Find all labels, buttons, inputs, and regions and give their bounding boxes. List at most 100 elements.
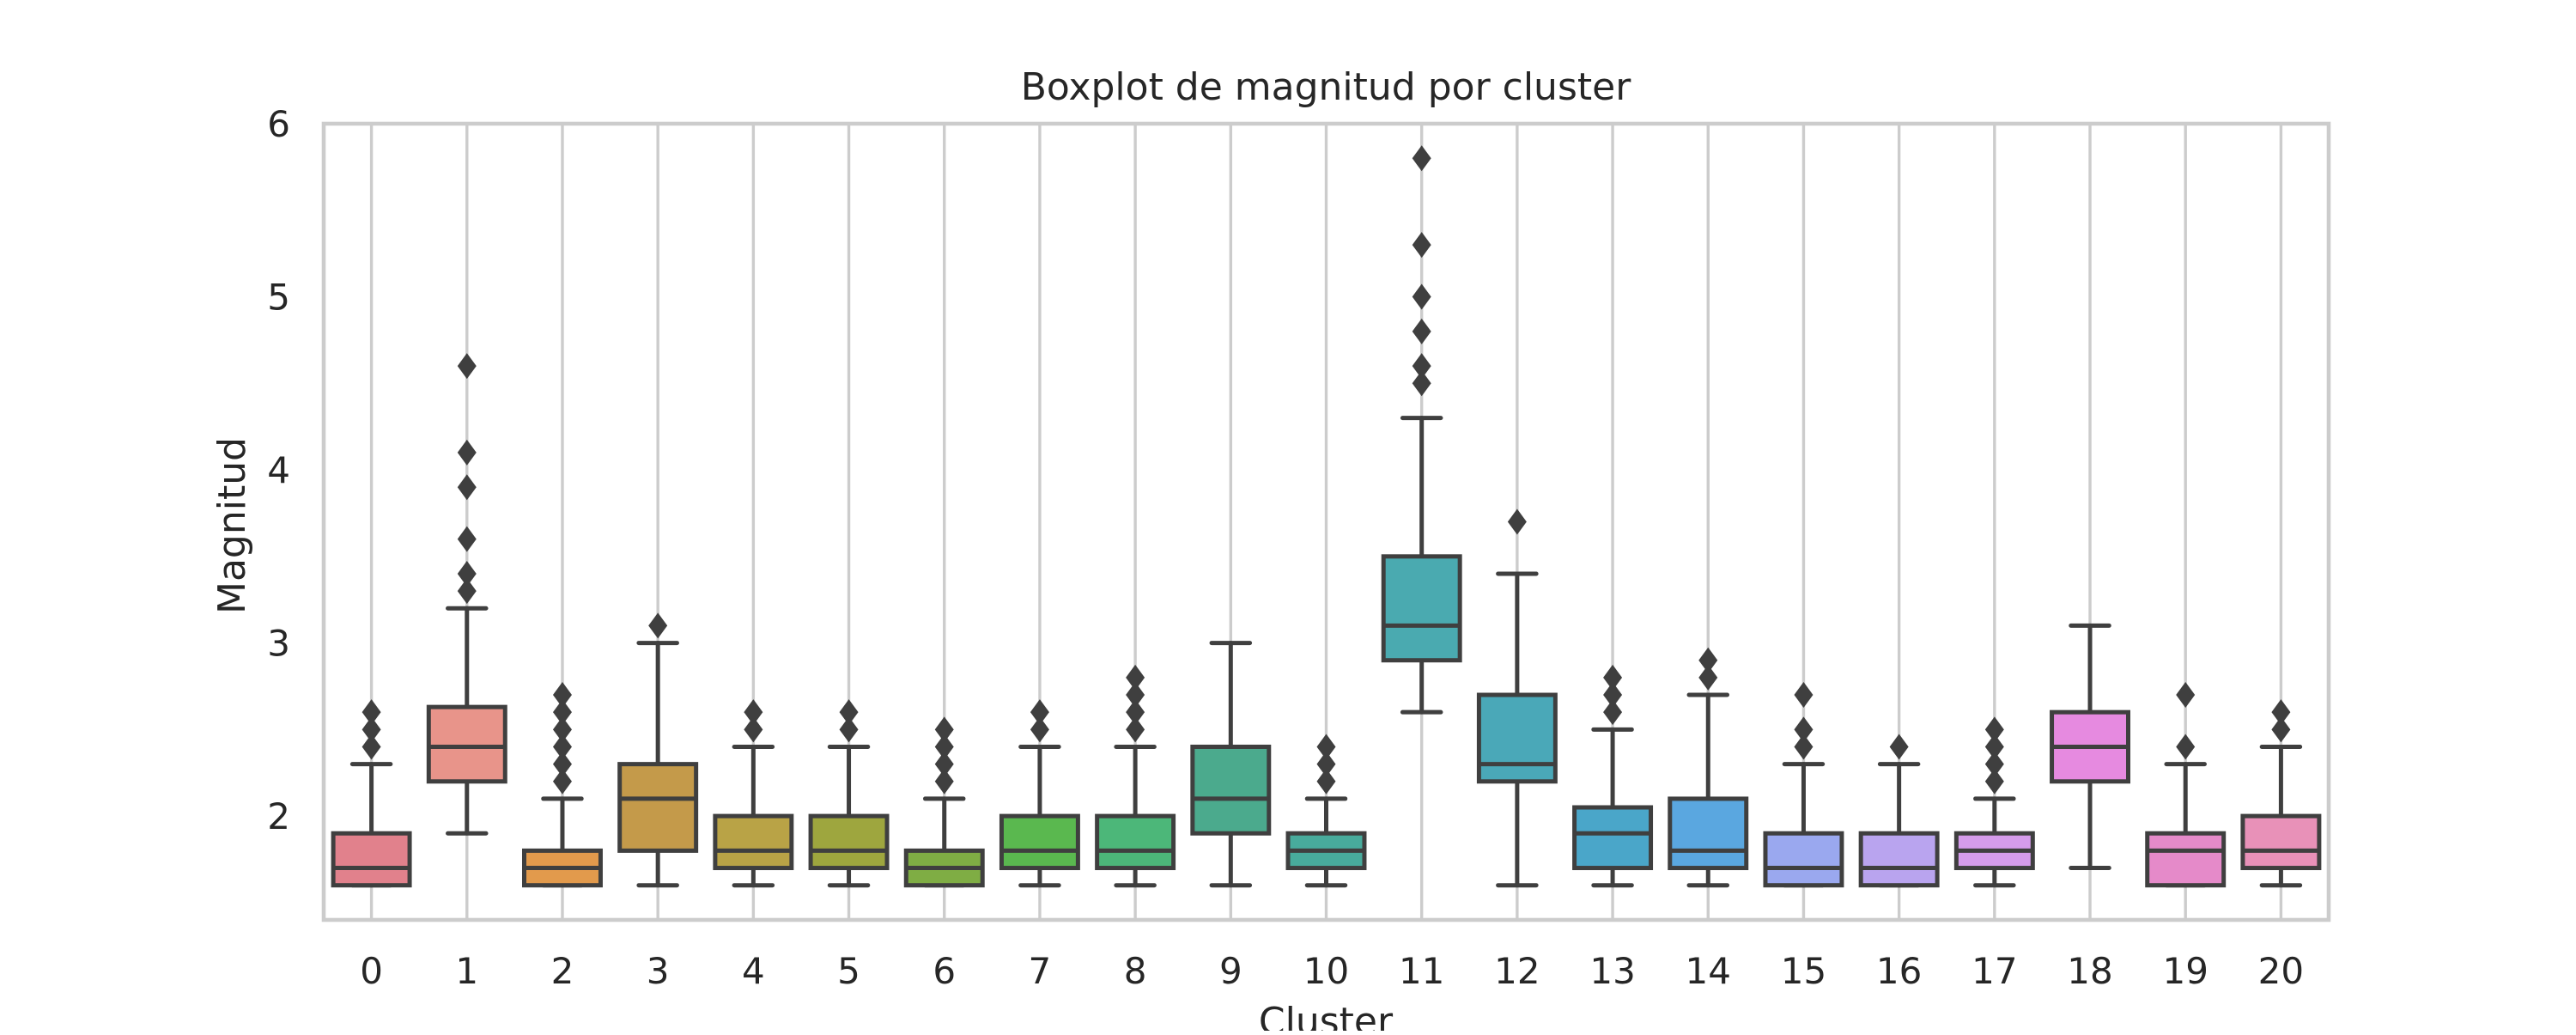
- box-cluster-10: [1285, 734, 1367, 888]
- outlier-point: [1507, 508, 1527, 535]
- outlier-point: [1984, 768, 2004, 795]
- box-cluster-4: [713, 699, 794, 888]
- box-cluster-3: [617, 612, 699, 888]
- plot-frame: [321, 121, 2331, 922]
- chart-title: Boxplot de magnitud por cluster: [1021, 65, 1631, 109]
- x-tick-label: 2: [551, 950, 574, 992]
- outlier-point: [1412, 318, 1431, 344]
- outlier-point: [457, 439, 477, 466]
- outlier-point: [1412, 145, 1431, 172]
- iqr-box: [331, 831, 412, 888]
- outlier-point: [361, 699, 381, 726]
- outlier-point: [1984, 751, 2004, 777]
- x-tick-label: 7: [1029, 950, 1052, 992]
- x-tick-label: 11: [1399, 950, 1444, 992]
- x-tick-label: 15: [1781, 950, 1826, 992]
- outlier-point: [1030, 699, 1049, 726]
- iqr-box: [713, 813, 794, 871]
- iqr-box: [617, 762, 699, 853]
- outlier-point: [457, 474, 477, 501]
- outlier-point: [1126, 716, 1145, 743]
- outlier-point: [552, 751, 572, 777]
- box-cluster-14: [1668, 647, 1749, 888]
- outlier-point: [457, 578, 477, 605]
- box-cluster-15: [1763, 682, 1844, 888]
- outlier-point: [457, 526, 477, 552]
- outlier-point: [457, 353, 477, 380]
- y-tick-label: 4: [267, 449, 290, 491]
- x-tick-label: 5: [837, 950, 860, 992]
- box-cluster-17: [1953, 716, 2035, 888]
- x-tick-label: 16: [1876, 950, 1922, 992]
- y-axis-label: Magnitud: [210, 437, 254, 614]
- iqr-box: [1381, 554, 1462, 663]
- iqr-box: [426, 704, 507, 784]
- iqr-box: [808, 813, 890, 871]
- outlier-point: [934, 768, 954, 795]
- box-cluster-18: [2050, 623, 2130, 871]
- box-cluster-9: [1190, 641, 1272, 888]
- outlier-point: [1412, 353, 1431, 380]
- x-tick-label: 13: [1589, 950, 1635, 992]
- outlier-point: [552, 699, 572, 726]
- outlier-point: [2271, 716, 2291, 743]
- x-tick-label: 3: [647, 950, 670, 992]
- outlier-point: [1126, 682, 1145, 709]
- iqr-box: [1476, 692, 1558, 784]
- outlier-point: [552, 716, 572, 743]
- outlier-point: [552, 734, 572, 760]
- outlier-point: [552, 768, 572, 795]
- box-cluster-13: [1572, 664, 1654, 888]
- outlier-point: [839, 699, 859, 726]
- box-cluster-8: [1095, 664, 1176, 888]
- outlier-point: [2176, 734, 2196, 760]
- y-tick-label: 6: [267, 103, 290, 145]
- box-cluster-16: [1858, 734, 1940, 888]
- iqr-box: [1858, 831, 1940, 888]
- x-tick-label: 18: [2067, 950, 2112, 992]
- iqr-box: [1095, 813, 1176, 871]
- iqr-box: [2240, 813, 2322, 871]
- outlier-point: [1603, 682, 1623, 709]
- box-cluster-1: [426, 353, 507, 836]
- outlier-point: [1316, 768, 1336, 795]
- outlier-point: [934, 751, 954, 777]
- outlier-point: [1794, 716, 1814, 743]
- outlier-point: [1316, 734, 1336, 760]
- x-tick-label: 14: [1686, 950, 1731, 992]
- outlier-point: [1126, 699, 1145, 726]
- x-tick-label: 0: [360, 950, 383, 992]
- outlier-point: [1126, 664, 1145, 691]
- iqr-box: [1763, 831, 1844, 888]
- outlier-point: [1698, 647, 1718, 673]
- x-tick-label: 9: [1219, 950, 1242, 992]
- outlier-point: [934, 734, 954, 760]
- outlier-point: [1698, 664, 1718, 691]
- x-tick-label: 19: [2162, 950, 2208, 992]
- outlier-point: [1316, 751, 1336, 777]
- outlier-point: [839, 716, 859, 743]
- outlier-point: [457, 560, 477, 587]
- outlier-point: [1794, 734, 1814, 760]
- outlier-point: [744, 699, 763, 726]
- x-tick-label: 4: [742, 950, 765, 992]
- iqr-box: [1668, 796, 1749, 871]
- box-cluster-11: [1381, 145, 1462, 715]
- outlier-point: [1984, 716, 2004, 743]
- x-tick-label: 1: [455, 950, 478, 992]
- outlier-point: [2271, 699, 2291, 726]
- box-layer: [331, 145, 2322, 888]
- x-tick-label: 12: [1494, 950, 1540, 992]
- x-tick-label: 17: [1971, 950, 2017, 992]
- box-cluster-7: [999, 699, 1080, 888]
- outlier-point: [1412, 232, 1431, 259]
- outlier-point: [1889, 734, 1909, 760]
- y-tick-label: 5: [267, 277, 290, 319]
- iqr-box: [2145, 831, 2227, 888]
- box-cluster-2: [522, 682, 603, 888]
- box-cluster-6: [903, 716, 985, 888]
- box-cluster-12: [1476, 508, 1558, 888]
